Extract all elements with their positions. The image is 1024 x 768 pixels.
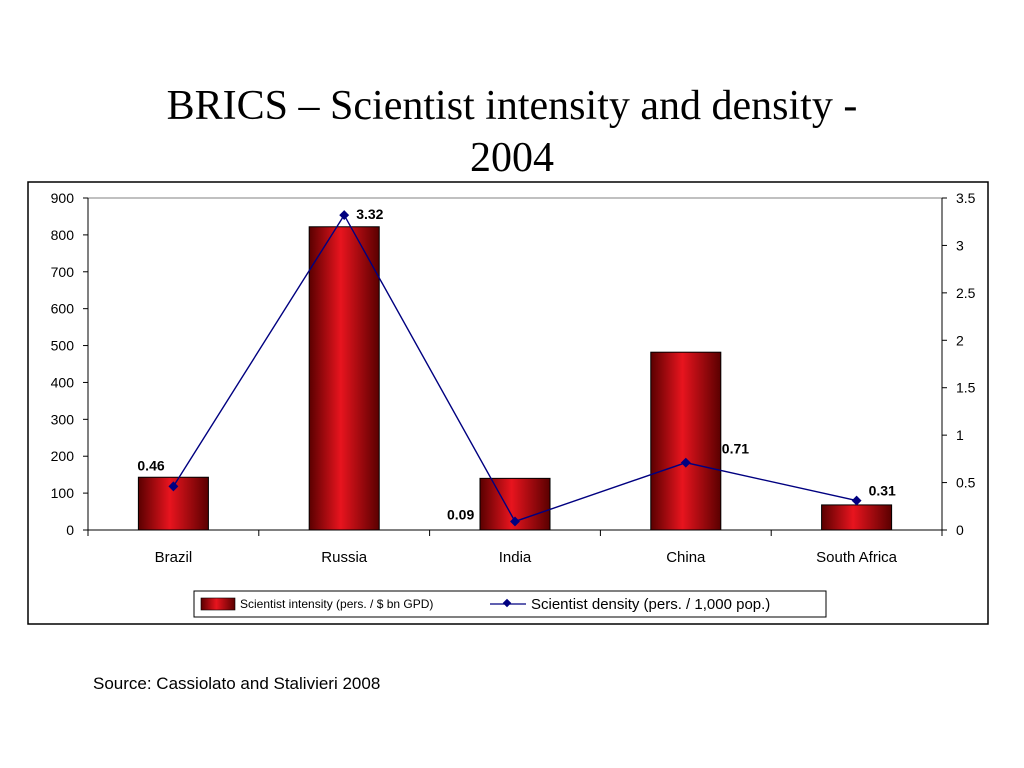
y-right-tick-label: 2.5 — [956, 285, 976, 301]
legend: Scientist intensity (pers. / $ bn GPD) S… — [193, 590, 827, 618]
y-left-tick-label: 900 — [51, 190, 75, 206]
data-label: 0.09 — [447, 506, 474, 522]
density-point — [168, 481, 179, 492]
x-tick-label: Russia — [321, 549, 368, 566]
y-right-tick-label: 0 — [956, 522, 964, 538]
y-right-tick-label: 3.5 — [956, 190, 976, 206]
legend-bar-swatch — [200, 597, 236, 611]
y-left-tick-label: 600 — [51, 301, 75, 317]
source-note: Source: Cassiolato and Stalivieri 2008 — [93, 674, 381, 693]
y-left-tick-label: 800 — [51, 227, 75, 243]
plot-area — [87, 197, 943, 531]
density-point — [339, 210, 350, 221]
x-tick-label: China — [666, 549, 706, 566]
data-label: 3.32 — [356, 206, 383, 222]
x-tick-label: India — [499, 549, 532, 566]
title-line-2: 2004 — [470, 135, 554, 181]
legend-line-label: Scientist density (pers. / 1,000 pop.) — [531, 596, 770, 613]
density-point — [851, 495, 862, 506]
y-right-tick-label: 3 — [956, 237, 964, 253]
x-tick-label: Brazil — [155, 549, 193, 566]
legend-line-marker — [502, 598, 512, 608]
y-left-tick-label: 100 — [51, 485, 75, 501]
bar — [650, 351, 722, 531]
y-left-tick-label: 500 — [51, 338, 75, 354]
density-point — [510, 516, 520, 527]
y-left-tick-label: 0 — [66, 522, 74, 538]
data-label: 0.71 — [722, 441, 749, 457]
slide-title: BRICS – Scientist intensity and density … — [60, 80, 964, 184]
bar — [308, 226, 380, 531]
data-label: 0.31 — [869, 483, 896, 499]
bar — [821, 504, 893, 531]
y-right-tick-label: 0.5 — [956, 475, 976, 491]
x-tick-label: South Africa — [816, 549, 898, 566]
y-left-tick-label: 200 — [51, 448, 75, 464]
y-left-tick-label: 400 — [51, 374, 75, 390]
legend-bar-label: Scientist intensity (pers. / $ bn GPD) — [240, 597, 433, 611]
y-right-tick-label: 1 — [956, 427, 964, 443]
y-left-tick-label: 300 — [51, 411, 75, 427]
y-right-tick-label: 1.5 — [956, 380, 976, 396]
title-line-1: BRICS – Scientist intensity and density … — [166, 83, 858, 129]
data-label: 0.46 — [137, 457, 164, 473]
density-point — [680, 457, 691, 468]
y-left-tick-label: 700 — [51, 264, 75, 280]
y-right-tick-label: 2 — [956, 332, 964, 348]
